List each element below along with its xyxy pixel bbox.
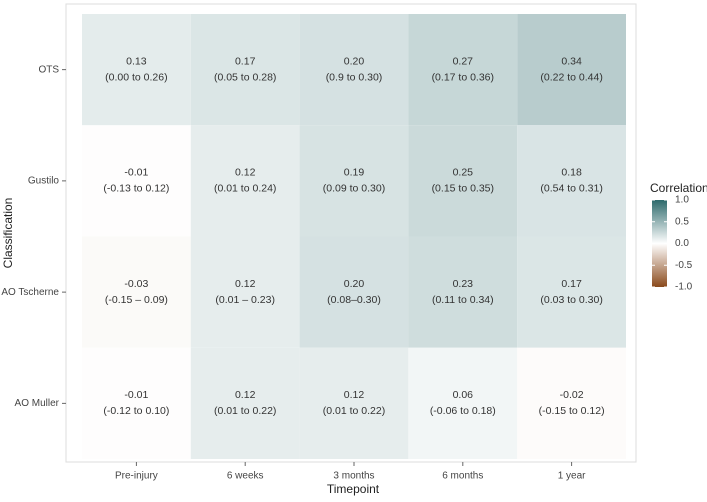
value-label: 0.12: [344, 389, 365, 401]
value-label: -0.02: [560, 389, 584, 401]
heat-cell: [408, 125, 518, 237]
value-label: 0.25: [453, 167, 474, 179]
heat-cell: [517, 236, 626, 348]
x-axis-title: Timepoint: [327, 482, 380, 496]
colorbar-tick-label: -0.5: [675, 260, 693, 271]
heat-cell: [82, 125, 191, 237]
interval-label: (-0.15 – 0.09): [105, 294, 168, 306]
y-tick-label: AO Tscherne: [1, 287, 59, 298]
value-label: 0.12: [235, 389, 256, 401]
value-label: 0.13: [126, 55, 147, 67]
heat-cell: [408, 14, 518, 126]
legend-title: Correlation: [650, 181, 707, 195]
y-tick-label: AO Muller: [15, 398, 60, 409]
heat-cell: [82, 236, 191, 348]
colorbar-tick-label: -1.0: [675, 282, 693, 293]
y-axis-title: Classification: [1, 198, 15, 269]
x-tick-label: Pre-injury: [115, 471, 158, 482]
interval-label: (0.03 to 0.30): [540, 294, 602, 306]
value-label: -0.01: [124, 389, 148, 401]
colorbar-tick-label: 1.0: [675, 195, 689, 206]
value-label: 0.19: [344, 167, 365, 179]
value-label: 0.27: [453, 55, 474, 67]
interval-label: (0.08–0.30): [327, 294, 381, 306]
interval-label: (0.01 – 0.23): [215, 294, 275, 306]
heat-cell: [408, 236, 518, 348]
heat-cell: [82, 14, 191, 126]
value-label: 0.34: [561, 55, 582, 67]
colorbar-tick-label: 0.0: [675, 238, 689, 249]
value-label: 0.17: [561, 278, 582, 290]
interval-label: (0.01 to 0.22): [214, 405, 276, 417]
colorbar-tick-label: 0.5: [675, 216, 689, 227]
heat-cell: [190, 347, 300, 459]
x-tick-label: 3 months: [333, 471, 374, 482]
colorbar: [652, 200, 667, 287]
heat-cell: [517, 347, 626, 459]
heat-cell: [82, 347, 191, 459]
x-tick-label: 6 months: [442, 471, 483, 482]
interval-label: (0.22 to 0.44): [540, 71, 602, 83]
interval-label: (0.11 to 0.34): [432, 294, 494, 306]
interval-label: (0.15 to 0.35): [432, 183, 494, 195]
value-label: 0.06: [453, 389, 474, 401]
value-label: 0.18: [561, 167, 582, 179]
heat-cell: [299, 236, 409, 348]
value-label: 0.17: [235, 55, 256, 67]
interval-label: (0.17 to 0.36): [432, 71, 494, 83]
interval-label: (0.01 to 0.22): [323, 405, 385, 417]
interval-label: (-0.06 to 0.18): [430, 405, 496, 417]
interval-label: (0.00 to 0.26): [105, 71, 167, 83]
interval-label: (0.01 to 0.24): [214, 183, 276, 195]
interval-label: (0.54 to 0.31): [540, 183, 602, 195]
interval-label: (0.09 to 0.30): [323, 183, 385, 195]
interval-label: (0.05 to 0.28): [214, 71, 276, 83]
y-tick-label: OTS: [38, 64, 59, 75]
heat-cell: [408, 347, 518, 459]
value-label: 0.12: [235, 167, 256, 179]
heat-cell: [517, 14, 626, 126]
x-tick-label: 6 weeks: [227, 471, 264, 482]
y-tick-label: Gustilo: [28, 176, 60, 187]
heat-cell: [190, 14, 300, 126]
value-label: -0.01: [124, 167, 148, 179]
heat-cell: [190, 236, 300, 348]
value-label: -0.03: [124, 278, 148, 290]
heat-cell: [517, 125, 626, 237]
value-label: 0.12: [235, 278, 256, 290]
x-tick-label: 1 year: [558, 471, 586, 482]
heat-cell: [190, 125, 300, 237]
interval-label: (-0.15 to 0.12): [539, 405, 605, 417]
heat-cell: [299, 14, 409, 126]
interval-label: (-0.13 to 0.12): [103, 183, 169, 195]
value-label: 0.20: [344, 55, 365, 67]
value-label: 0.20: [344, 278, 365, 290]
heat-cell: [299, 125, 409, 237]
interval-label: (-0.12 to 0.10): [103, 405, 169, 417]
value-label: 0.23: [453, 278, 474, 290]
heat-cell: [299, 347, 409, 459]
interval-label: (0.9 to 0.30): [326, 71, 383, 83]
